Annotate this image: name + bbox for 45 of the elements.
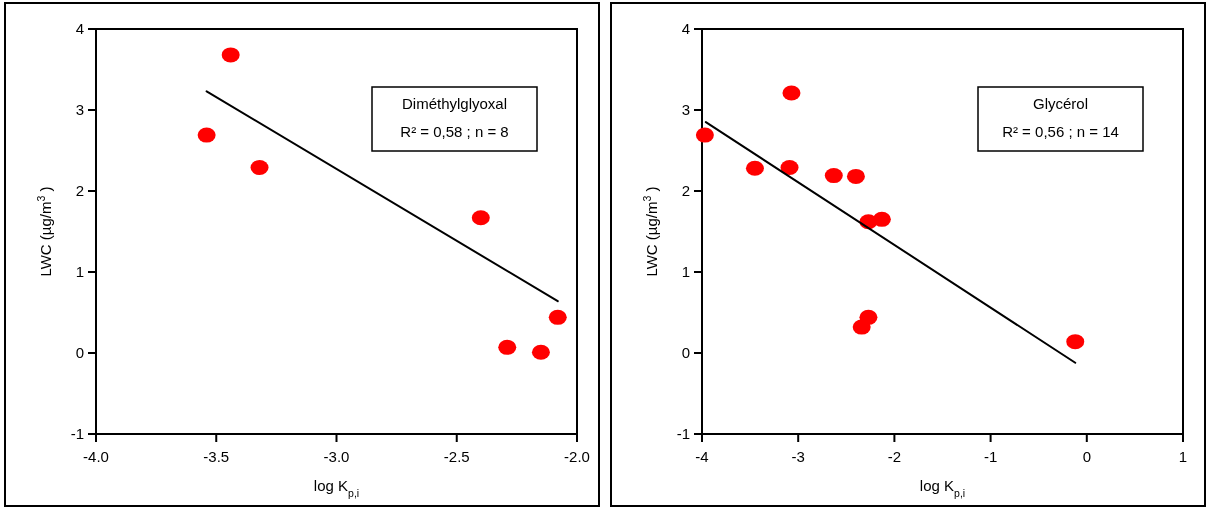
y-tick-label: 3 <box>681 101 690 119</box>
y-tick-label: 3 <box>75 101 84 119</box>
x-tick-label: -2 <box>887 448 902 465</box>
x-axis-title: log K$_{p,i}$ <box>313 477 360 499</box>
point <box>498 339 517 355</box>
point <box>852 319 871 335</box>
point <box>782 85 801 101</box>
x-tick-label: 0 <box>1082 448 1091 465</box>
x-tick-label: -3 <box>791 448 805 465</box>
point <box>221 47 240 63</box>
y-tick-label: 1 <box>75 263 84 281</box>
annotation: R² = 0,56 ; n = 14 <box>1002 123 1119 140</box>
x-tick-label: -3.0 <box>323 448 350 465</box>
point <box>695 127 714 143</box>
x-tick-label: -4.0 <box>83 448 109 465</box>
annotation: Diméthylglyoxal <box>401 95 508 112</box>
x-tick-label: -4 <box>695 448 709 465</box>
annotation: R² = 0,58 ; n = 8 <box>400 123 509 140</box>
y-tick-label: 4 <box>681 20 690 38</box>
point <box>824 168 843 184</box>
y-tick-label: -1 <box>70 425 84 443</box>
y-tick-label: 1 <box>681 263 690 281</box>
x-tick-label: -3.5 <box>203 448 230 465</box>
point <box>471 210 490 226</box>
x-tick-label: 1 <box>1178 448 1188 465</box>
point <box>197 127 216 143</box>
point <box>250 160 269 176</box>
annotation: Glycérol <box>1032 95 1089 112</box>
point <box>531 344 550 360</box>
point <box>548 309 567 325</box>
y-tick-label: 2 <box>75 182 84 200</box>
y-tick-label: 4 <box>75 20 84 38</box>
y-tick-label: 0 <box>681 344 690 362</box>
point <box>745 160 764 176</box>
y-tick-label: 0 <box>75 344 84 362</box>
x-tick-label: -2.5 <box>443 448 470 465</box>
point <box>1066 334 1085 350</box>
point <box>872 211 891 227</box>
y-tick-label: 2 <box>681 182 690 200</box>
x-axis-title: log K$_{p,i}$ <box>919 477 966 499</box>
x-tick-label: -2.0 <box>564 448 590 465</box>
point <box>846 168 865 184</box>
x-tick-label: -1 <box>983 448 998 465</box>
y-tick-label: -1 <box>676 425 690 443</box>
point <box>780 160 799 176</box>
